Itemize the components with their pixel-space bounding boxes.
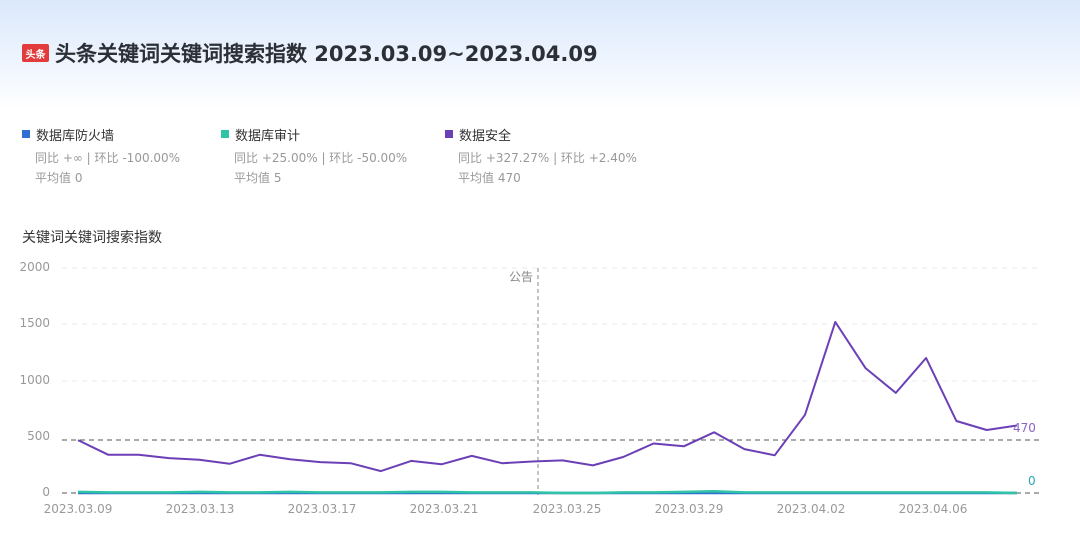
legend-item-audit[interactable]: 数据库审计 同比 +25.00% | 环比 -50.00% 平均值 5 — [221, 125, 407, 185]
legend-average: 平均值 5 — [234, 171, 282, 185]
legend-average: 平均值 470 — [458, 171, 521, 185]
page-title: 头条 头条关键词关键词搜索指数 2023.03.09~2023.04.09 — [22, 38, 598, 68]
x-tick: 2023.03.25 — [532, 502, 602, 516]
legend-compare: 同比 +327.27% | 环比 +2.40% — [458, 151, 637, 165]
legend-compare: 同比 +∞ | 环比 -100.00% — [35, 151, 181, 165]
legend-label: 数据安全 — [459, 128, 512, 144]
series-line[interactable] — [77, 490, 1018, 495]
legend-label: 数据库审计 — [235, 128, 301, 144]
legend-color-square-icon — [221, 130, 229, 138]
x-tick: 2023.03.21 — [409, 502, 479, 516]
avg-label-teal: 0 — [1028, 474, 1036, 488]
legend-item-firewall[interactable]: 数据库防火墙 同比 +∞ | 环比 -100.00% 平均值 0 — [22, 125, 180, 185]
header-background — [0, 0, 1080, 110]
series-line[interactable] — [77, 321, 1018, 473]
y-tick: 500 — [27, 429, 50, 443]
x-tick: 2023.03.17 — [287, 502, 357, 516]
legend-color-square-icon — [445, 130, 453, 138]
legend-compare: 同比 +25.00% | 环比 -50.00% — [234, 151, 408, 165]
y-tick: 1000 — [19, 373, 50, 387]
legend-label: 数据库防火墙 — [36, 128, 115, 144]
x-tick: 2023.03.13 — [165, 502, 235, 516]
legend-color-square-icon — [22, 130, 30, 138]
x-tick: 2023.04.02 — [776, 502, 846, 516]
title-text: 头条关键词关键词搜索指数 2023.03.09~2023.04.09 — [55, 42, 598, 66]
legend-item-data-security[interactable]: 数据安全 同比 +327.27% | 环比 +2.40% 平均值 470 — [445, 125, 637, 185]
y-tick: 0 — [42, 485, 50, 499]
annotation-label: 公告 — [509, 270, 533, 284]
y-tick: 2000 — [19, 260, 50, 274]
y-tick: 1500 — [19, 316, 50, 330]
legend-average: 平均值 0 — [35, 171, 83, 185]
grid-lines — [62, 267, 1042, 382]
avg-label-purple: 470 — [1013, 421, 1036, 435]
x-tick: 2023.03.09 — [43, 502, 113, 516]
x-tick: 2023.04.06 — [898, 502, 968, 516]
x-tick: 2023.03.29 — [654, 502, 724, 516]
y-axis-title: 关键词关键词搜索指数 — [22, 230, 162, 246]
toutiao-logo-icon: 头条 — [22, 44, 49, 62]
